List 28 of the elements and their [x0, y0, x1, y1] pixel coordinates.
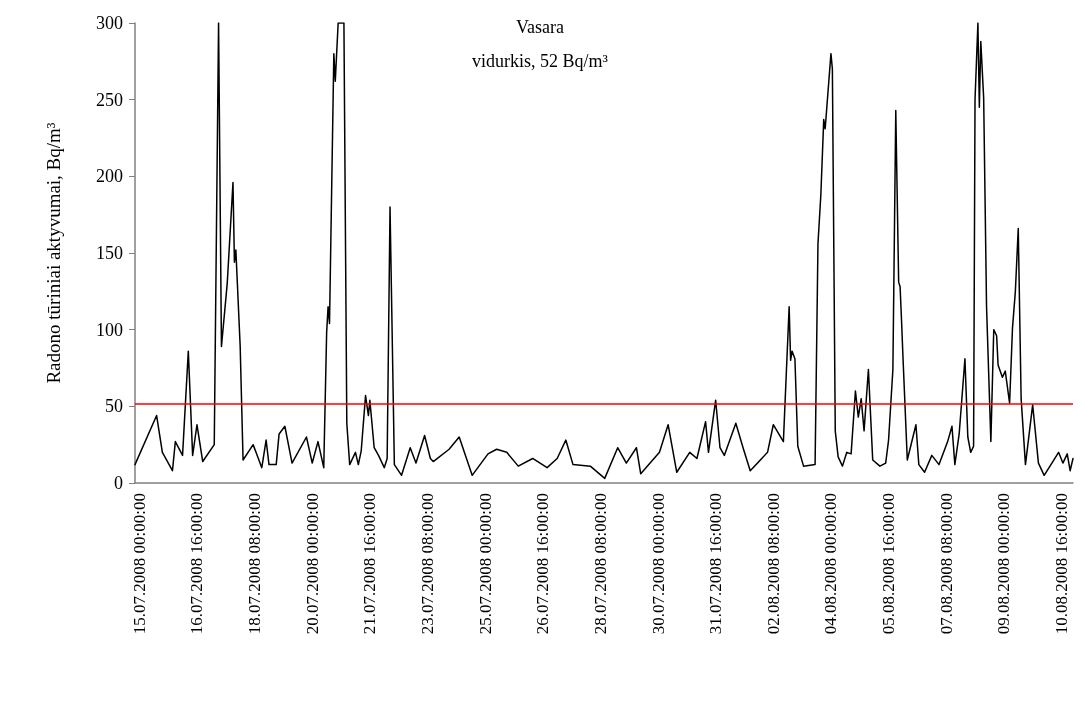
x-tick-label: 25.07.2008 00:00:00: [475, 493, 495, 635]
y-tick-label: 0: [114, 473, 123, 493]
x-tick-label: 02.08.2008 08:00:00: [763, 493, 783, 635]
y-tick-label: 200: [96, 166, 123, 187]
x-tick-label: 18.07.2008 08:00:00: [245, 493, 265, 635]
x-tick-label: 31.07.2008 16:00:00: [706, 493, 726, 635]
y-tick-label: 100: [96, 319, 123, 340]
x-tick-label: 20.07.2008 00:00:00: [302, 493, 322, 635]
x-tick-label: 07.08.2008 08:00:00: [936, 493, 956, 635]
x-tick-label: 30.07.2008 00:00:00: [648, 493, 668, 635]
x-tick-label: 21.07.2008 16:00:00: [360, 493, 380, 635]
x-tick-label: 28.07.2008 08:00:00: [590, 493, 610, 635]
x-tick-label: 04.08.2008 00:00:00: [821, 493, 841, 635]
line-series: [134, 22, 1074, 480]
x-tick-label: 05.08.2008 16:00:00: [879, 493, 899, 635]
x-tick-label: 10.08.2008 16:00:00: [1051, 493, 1071, 635]
y-tick-label: 300: [96, 13, 123, 33]
x-tick-label: 16.07.2008 16:00:00: [187, 493, 207, 635]
x-tick-label: 26.07.2008 16:00:00: [533, 493, 553, 635]
y-tick-label: 150: [96, 243, 123, 263]
y-tick-label: 250: [96, 89, 123, 110]
x-tick-label: 23.07.2008 08:00:00: [417, 493, 437, 635]
annotation: Vasara: [516, 17, 564, 37]
y-axis-title: Radono tūriniai aktyvumai, Bq/m³: [43, 122, 64, 384]
x-tick-label: 15.07.2008 00:00:00: [129, 493, 149, 635]
annotation: vidurkis, 52 Bq/m³: [472, 51, 609, 71]
y-tick-label: 50: [105, 396, 123, 417]
x-tick-label: 09.08.2008 00:00:00: [994, 493, 1014, 635]
